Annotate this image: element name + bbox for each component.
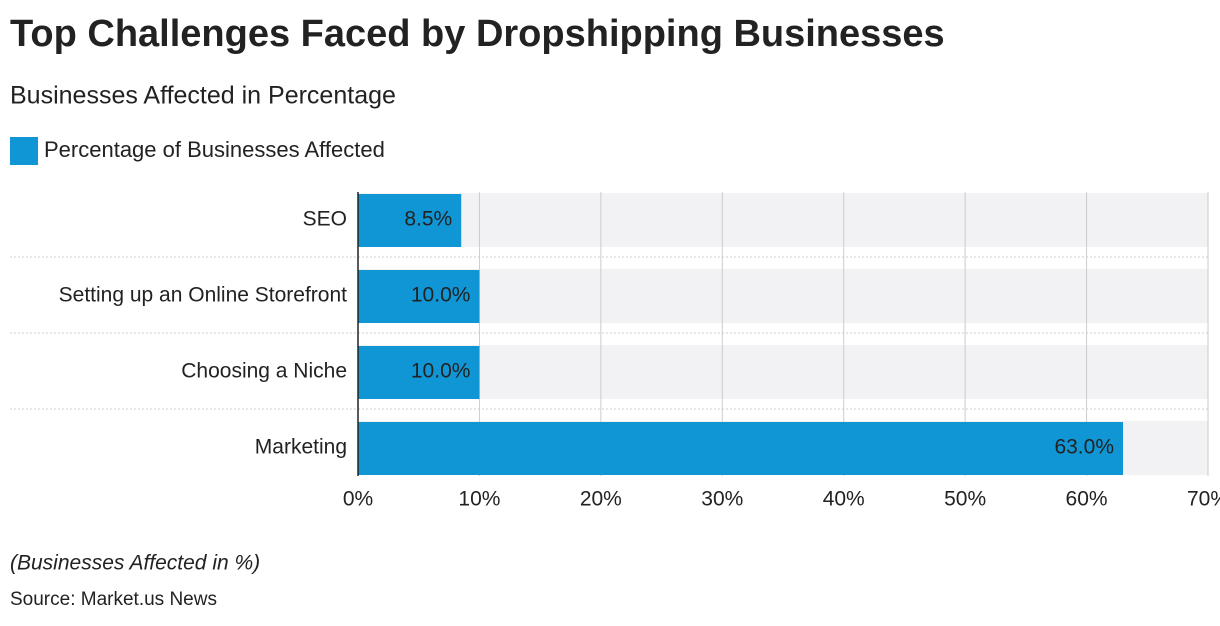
bar [358,346,480,399]
x-tick-label: 40% [823,488,865,511]
y-tick-label: Marketing [255,436,347,459]
bar [358,422,1123,475]
x-tick-label: 10% [458,488,500,511]
legend-swatch [10,137,38,165]
x-tick-label: 30% [701,488,743,511]
bar [358,194,462,247]
x-tick-label: 50% [944,488,986,511]
row-background [358,269,1208,323]
chart-subtitle: Businesses Affected in Percentage [10,82,396,110]
value-label: 10.0% [411,284,471,307]
bar [358,270,480,323]
legend-label: Percentage of Businesses Affected [44,137,385,162]
value-label: 8.5% [404,208,452,231]
y-tick-label: Choosing a Niche [181,360,347,383]
x-tick-label: 20% [580,488,622,511]
x-tick-label: 0% [343,488,373,511]
y-tick-label: SEO [303,208,347,231]
row-background [358,193,1208,247]
note: (Businesses Affected in %) [10,552,260,575]
value-label: 63.0% [1054,436,1114,459]
y-tick-label: Setting up an Online Storefront [59,284,348,307]
x-tick-label: 60% [1066,488,1108,511]
value-label: 10.0% [411,360,471,383]
chart-title: Top Challenges Faced by Dropshipping Bus… [10,13,945,55]
source: Source: Market.us News [10,589,217,610]
x-tick-label: 70% [1187,488,1220,511]
row-background [358,345,1208,399]
